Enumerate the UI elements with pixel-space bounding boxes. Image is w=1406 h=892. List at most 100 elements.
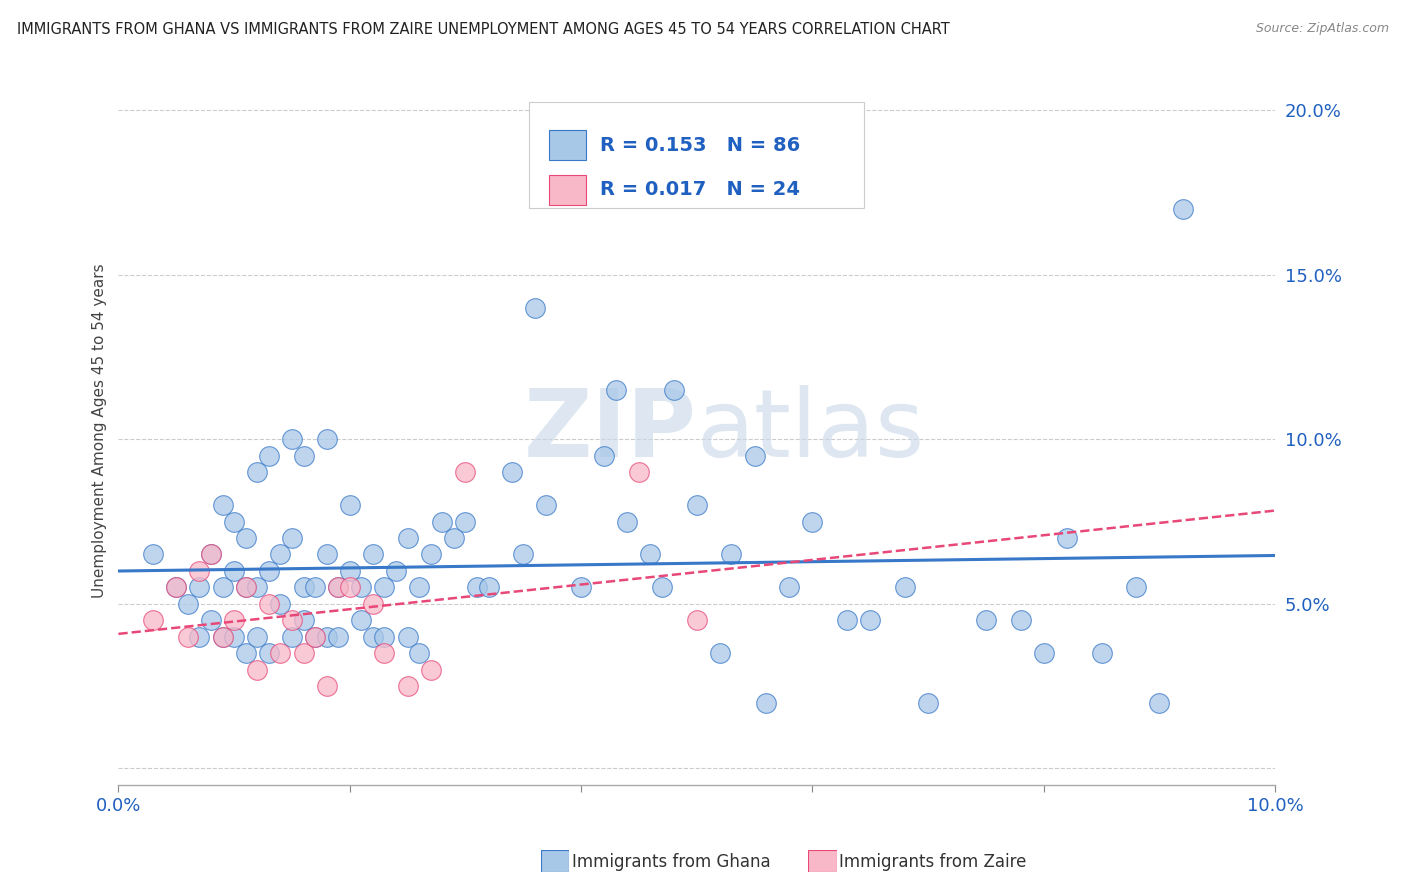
Point [269,548,291,562]
Point [177,597,200,611]
Point [281,433,304,447]
Point [1010,613,1032,627]
Point [1125,580,1147,594]
Point [465,580,488,594]
Point [188,564,211,578]
Point [281,613,304,627]
Point [686,498,709,512]
Point [292,646,315,660]
Text: ZIP: ZIP [524,385,697,477]
Point [651,580,673,594]
Point [720,548,742,562]
Point [200,548,222,562]
Point [605,383,627,397]
Point [454,465,477,479]
Point [801,515,824,529]
Text: IMMIGRANTS FROM GHANA VS IMMIGRANTS FROM ZAIRE UNEMPLOYMENT AMONG AGES 45 TO 54 : IMMIGRANTS FROM GHANA VS IMMIGRANTS FROM… [17,22,949,37]
Point [257,564,280,578]
Point [246,630,269,644]
Point [224,564,246,578]
Point [755,696,778,710]
Point [917,696,939,710]
Point [304,630,326,644]
Point [246,663,269,677]
Point [257,646,280,660]
Point [686,613,709,627]
Point [281,630,304,644]
Point [385,564,408,578]
Point [339,564,361,578]
Point [477,580,499,594]
Point [281,531,304,545]
Point [328,580,350,594]
FancyBboxPatch shape [529,103,865,209]
Point [1149,696,1171,710]
Point [292,613,315,627]
Point [744,449,766,463]
Point [246,465,269,479]
Point [315,433,337,447]
Point [211,580,233,594]
Point [235,580,257,594]
Point [373,630,395,644]
Point [894,580,917,594]
Point [974,613,997,627]
Point [1056,531,1078,545]
Point [165,580,187,594]
Point [859,613,882,627]
Text: atlas: atlas [697,385,925,477]
Point [616,515,638,529]
Point [640,548,662,562]
Point [523,301,546,315]
Point [269,646,291,660]
Point [1090,646,1112,660]
Point [569,580,592,594]
Point [339,580,361,594]
Point [408,646,430,660]
Point [224,613,246,627]
Point [419,548,441,562]
Point [350,613,373,627]
Point [235,580,257,594]
Point [408,580,430,594]
Point [361,548,384,562]
Point [235,646,257,660]
Point [432,515,454,529]
Point [443,531,465,545]
Point [361,630,384,644]
Text: R = 0.153   N = 86: R = 0.153 N = 86 [599,136,800,155]
Point [211,630,233,644]
Point [224,630,246,644]
Point [778,580,800,594]
Point [211,498,233,512]
Point [142,548,165,562]
Point [501,465,523,479]
Point [419,663,441,677]
Point [269,597,291,611]
Point [350,580,373,594]
Point [361,597,384,611]
Point [304,580,326,594]
Point [1032,646,1054,660]
Point [292,580,315,594]
Point [709,646,731,660]
Point [396,531,419,545]
Point [177,630,200,644]
Point [188,630,211,644]
Point [292,449,315,463]
Y-axis label: Unemployment Among Ages 45 to 54 years: Unemployment Among Ages 45 to 54 years [93,264,107,599]
Point [512,548,534,562]
Point [315,548,337,562]
Point [304,630,326,644]
FancyBboxPatch shape [548,130,586,161]
Point [536,498,558,512]
Point [627,465,650,479]
Text: Immigrants from Ghana: Immigrants from Ghana [572,853,770,871]
Point [224,515,246,529]
Point [257,449,280,463]
Point [315,679,337,693]
Text: Source: ZipAtlas.com: Source: ZipAtlas.com [1256,22,1389,36]
Point [211,630,233,644]
Point [235,531,257,545]
Point [396,679,419,693]
